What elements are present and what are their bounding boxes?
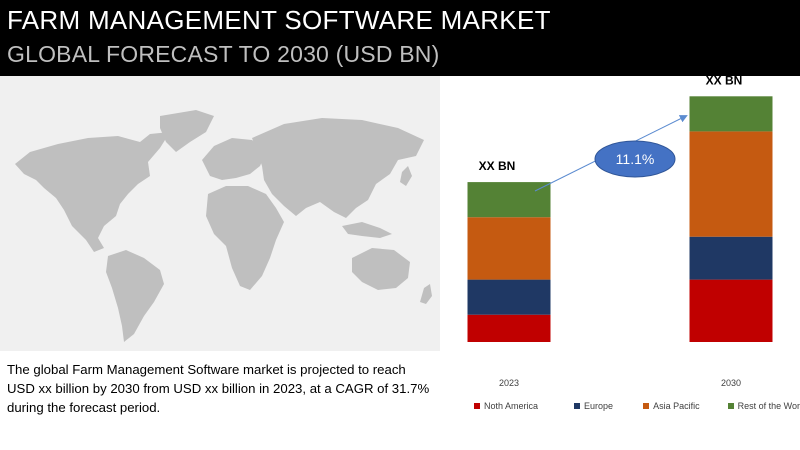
- map-africa: [206, 186, 284, 290]
- legend-label: Rest of the World: [737, 401, 800, 411]
- chart-legend: Noth America Europe Asia Pacific Rest of…: [474, 401, 800, 411]
- bar-segment-noth-america-2030: [689, 279, 773, 342]
- x-tick-label-2030: 2030: [721, 378, 741, 388]
- map-greenland: [160, 110, 214, 152]
- cagr-bubble: [594, 140, 676, 178]
- bar-segment-noth-america-2023: [467, 314, 551, 342]
- legend-item-rest-of-world: Rest of the World: [727, 401, 800, 411]
- bar-segment-asia-pacific-2023: [467, 217, 551, 280]
- legend-item-north-america: Noth America: [474, 401, 538, 411]
- legend-swatch: [727, 403, 734, 409]
- map-asia: [252, 118, 424, 218]
- market-description: The global Farm Management Software mark…: [7, 362, 430, 415]
- world-map-panel: [0, 76, 440, 351]
- legend-label: Asia Pacific: [653, 401, 700, 411]
- x-tick-label-2023: 2023: [499, 378, 519, 388]
- legend-swatch: [474, 403, 480, 409]
- map-north-america: [15, 132, 170, 252]
- map-uk: [212, 146, 220, 160]
- bar-segment-rest-of-the-world-2023: [467, 182, 551, 218]
- bar-segment-europe-2023: [467, 279, 551, 315]
- cagr-label: 11.1%: [616, 151, 655, 167]
- map-australia: [352, 248, 410, 290]
- bar-segment-europe-2030: [689, 236, 773, 280]
- map-south-america: [106, 250, 164, 342]
- page-subtitle: GLOBAL FORECAST TO 2030 (USD BN): [7, 41, 440, 67]
- total-label-2023: XX BN: [479, 159, 516, 173]
- world-map-image: [15, 110, 432, 342]
- legend-label: Noth America: [484, 401, 539, 411]
- legend-item-europe: Europe: [574, 401, 613, 411]
- legend-swatch: [643, 403, 650, 409]
- map-indonesia: [342, 222, 392, 238]
- bar-segment-asia-pacific-2030: [689, 131, 773, 237]
- legend-label: Europe: [584, 401, 614, 411]
- total-label-2030: XX BN: [706, 76, 743, 87]
- header-banner: FARM MANAGEMENT SOFTWARE MARKET GLOBAL F…: [0, 0, 800, 76]
- legend-item-asia-pacific: Asia Pacific: [643, 401, 700, 411]
- page-title: FARM MANAGEMENT SOFTWARE MARKET: [7, 5, 551, 35]
- stacked-bar-chart: 11.1% XX BN 2023 XX BN 2030: [467, 76, 773, 388]
- legend-swatch: [574, 403, 581, 409]
- map-new-zealand: [420, 284, 432, 304]
- bar-segment-rest-of-the-world-2030: [689, 96, 773, 132]
- map-japan: [400, 166, 412, 186]
